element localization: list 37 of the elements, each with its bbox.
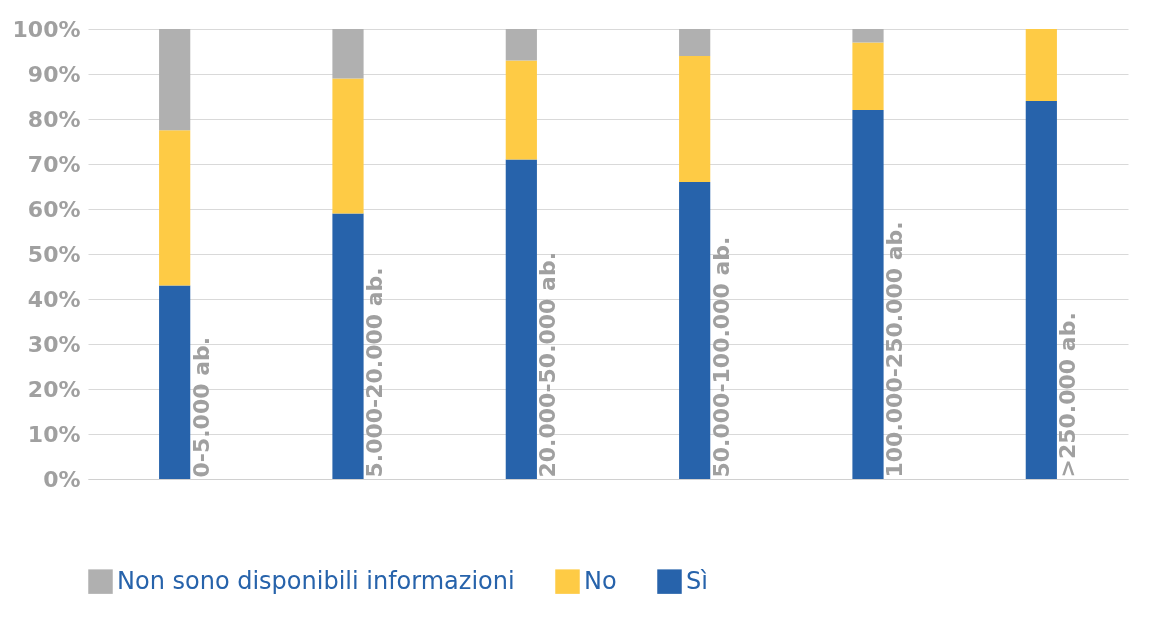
y-tick-label: 20% [27, 376, 81, 402]
y-tick-label: 10% [27, 421, 81, 447]
y-tick-label: 40% [27, 286, 81, 312]
bar [332, 29, 364, 79]
bar [159, 29, 191, 131]
x-tick-label: 5.000-20.000 ab. [362, 267, 387, 478]
bar [505, 29, 537, 61]
bar [1025, 29, 1057, 101]
y-tick-label: 60% [27, 196, 81, 222]
x-tick-label: 100.000-250.000 ab. [882, 221, 907, 478]
x-tick-label: >250.000 ab. [1055, 312, 1081, 478]
y-tick-label: 30% [27, 331, 81, 357]
bar [159, 130, 191, 286]
bar [679, 56, 711, 182]
legend-label: No [584, 566, 617, 595]
bar [159, 285, 191, 479]
y-tick-label: 90% [27, 61, 81, 87]
bar [505, 159, 537, 479]
y-tick-label: 70% [27, 151, 81, 177]
bar [332, 213, 364, 479]
bar [505, 60, 537, 160]
bar [1025, 101, 1057, 479]
x-tick-label: 0-5.000 ab. [188, 336, 214, 478]
y-tick-label: 0% [43, 466, 81, 492]
bar [852, 42, 884, 110]
y-tick-label: 100% [12, 16, 81, 42]
bar [679, 29, 711, 56]
x-tick-label: 50.000-100.000 ab. [708, 236, 734, 478]
legend-label: Non sono disponibili informazioni [117, 566, 515, 595]
y-tick-label: 80% [27, 106, 81, 132]
bar [332, 78, 364, 214]
legend-label: Sì [686, 566, 708, 595]
bar [679, 182, 711, 479]
x-tick-label: 20.000-50.000 ab. [535, 251, 561, 478]
y-tick-label: 50% [27, 241, 81, 267]
bar [852, 110, 884, 479]
bar [852, 29, 884, 43]
